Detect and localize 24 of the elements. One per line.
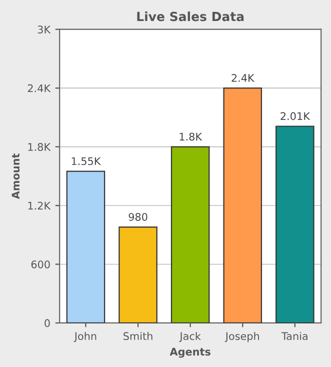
bar [66,170,106,323]
x-tick-label: Joseph [224,332,259,342]
y-axis-title: Amount [12,153,20,200]
bar [276,126,314,323]
bar [170,146,210,323]
x-tick-label: Smith [124,332,152,340]
data-label: 980 [128,212,148,221]
x-tick-label: John [74,332,96,342]
data-label: 2.01K [280,112,310,120]
x-tick-label: Jack [179,332,201,342]
y-tick-label: 1.2K [28,202,51,210]
y-tick-label: 600 [31,260,50,268]
y-tick-label: 2.4K [28,84,51,92]
chart-title: Live Sales Data [137,12,244,22]
y-tick-label: 3K [38,26,51,34]
data-label: 2.4K [232,74,255,82]
data-label: 1.8K [180,132,202,141]
x-tick-label: Tania [281,332,308,340]
bar [223,88,262,323]
data-label: 1.55K [72,157,101,166]
bar [118,226,158,323]
y-tick-label: 1.8K [28,143,51,151]
x-axis-title: Agents [170,348,210,358]
y-tick-label: 0 [44,319,50,328]
